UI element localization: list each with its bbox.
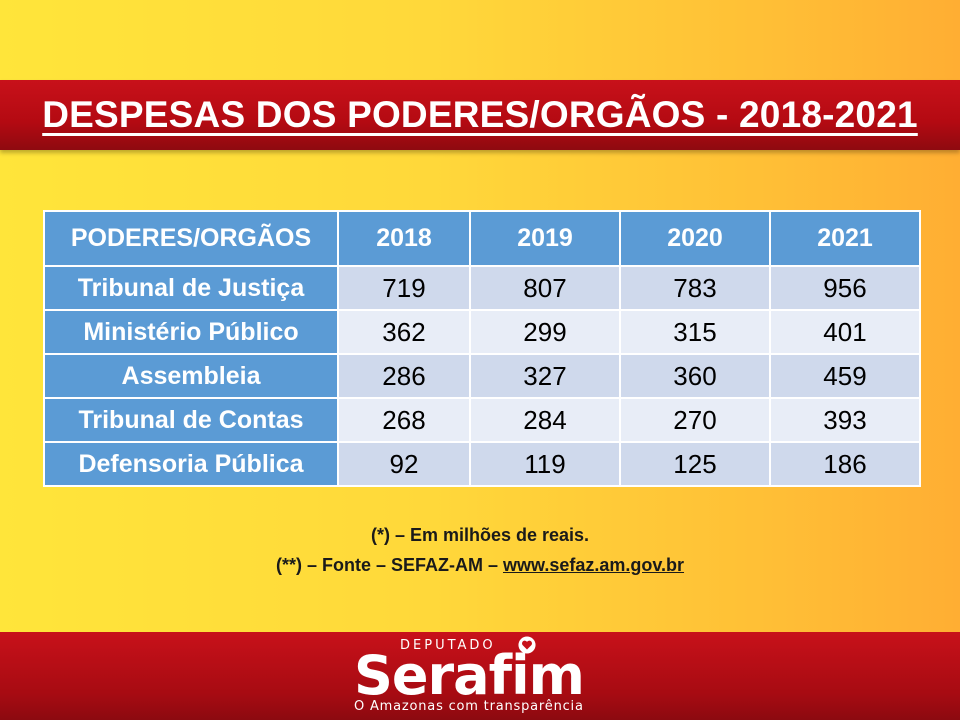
column-header-organ: PODERES/ORGÃOS [43,210,339,267]
row-label: Assembleia [43,353,339,399]
logo-brand-text: Serafim [354,644,585,707]
table-cell: 119 [469,441,621,487]
table-cell: 783 [619,265,771,311]
table-header-row: PODERES/ORGÃOS 2018 2019 2020 2021 [43,210,921,267]
table-row: Ministério Público 362 299 315 401 [43,309,921,355]
row-label: Tribunal de Contas [43,397,339,443]
table-cell: 186 [769,441,921,487]
logo-slogan: O Amazonas com transparência [354,699,584,714]
source-link[interactable]: www.sefaz.am.gov.br [502,555,685,575]
row-label: Tribunal de Justiça [43,265,339,311]
table-cell: 270 [619,397,771,443]
table-row: Assembleia 286 327 360 459 [43,353,921,399]
column-header-2020: 2020 [619,210,771,267]
table-cell: 327 [469,353,621,399]
table-cell: 459 [769,353,921,399]
title-band: DESPESAS DOS PODERES/ORGÃOS - 2018-2021 [0,80,960,150]
table-cell: 956 [769,265,921,311]
table-cell: 92 [337,441,471,487]
column-header-2021: 2021 [769,210,921,267]
page-title: DESPESAS DOS PODERES/ORGÃOS - 2018-2021 [42,94,918,135]
table-cell: 807 [469,265,621,311]
expenses-table: PODERES/ORGÃOS 2018 2019 2020 2021 Tribu… [43,210,921,487]
table-cell: 362 [337,309,471,355]
row-label: Defensoria Pública [43,441,339,487]
table-cell: 360 [619,353,771,399]
table-cell: 286 [337,353,471,399]
footnote-source: (**) – Fonte – SEFAZ-AM – www.sefaz.am.g… [0,555,960,576]
column-header-2018: 2018 [337,210,471,267]
column-header-2019: 2019 [469,210,621,267]
table-cell: 284 [469,397,621,443]
footer-band: DEPUTADO Serafim O Amazonas com transpar… [0,632,960,720]
footnote-units: (*) – Em milhões de reais. [370,525,590,545]
table-cell: 299 [469,309,621,355]
table-cell: 315 [619,309,771,355]
table-cell: 719 [337,265,471,311]
table-cell: 393 [769,397,921,443]
table-row: Tribunal de Justiça 719 807 783 956 [43,265,921,311]
table-cell: 125 [619,441,771,487]
logo-deputado-text: DEPUTADO [400,638,496,653]
heart-icon [518,636,536,654]
table-row: Defensoria Pública 92 119 125 186 [43,441,921,487]
table-cell: 268 [337,397,471,443]
footnote-source-text: (**) – Fonte – SEFAZ-AM – [275,555,503,575]
table-row: Tribunal de Contas 268 284 270 393 [43,397,921,443]
row-label: Ministério Público [43,309,339,355]
table-cell: 401 [769,309,921,355]
serafim-logo: DEPUTADO Serafim O Amazonas com transpar… [340,632,620,720]
